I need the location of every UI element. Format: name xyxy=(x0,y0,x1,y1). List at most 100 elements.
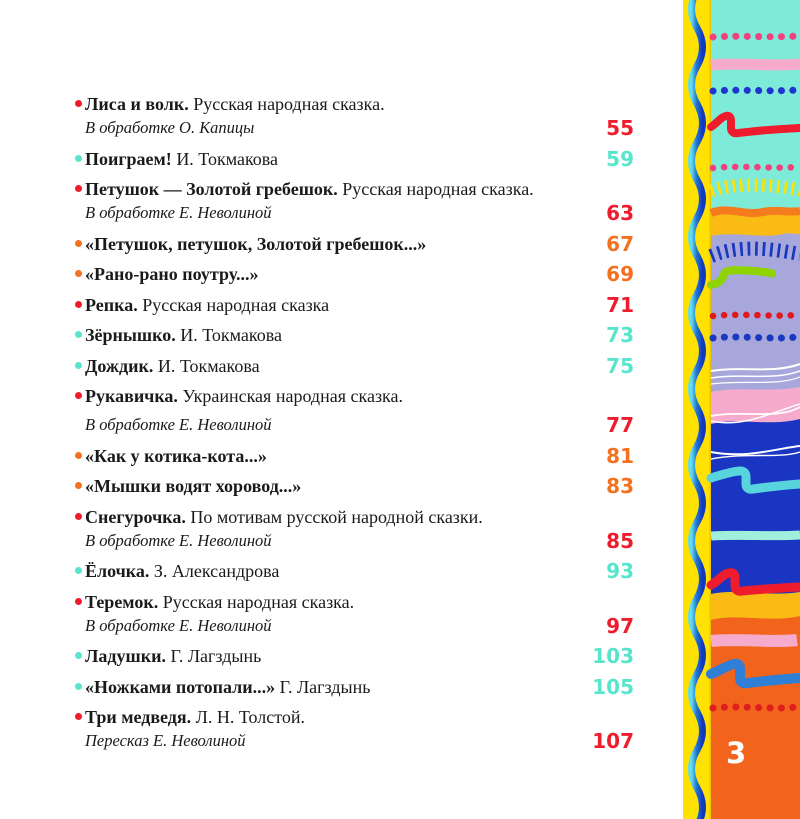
bullet-icon xyxy=(75,597,82,605)
entry-title: Петушок — Золотой гребешок. Русская наро… xyxy=(85,177,576,201)
entry-title-bold: «Петушок, петушок, Золотой гребешок...» xyxy=(85,233,427,254)
entry-title-bold: «Мышки водят хоровод...» xyxy=(85,476,302,496)
entry-subtitle: Пересказ Е. Неволиной xyxy=(85,731,246,750)
wave-ribbon-icon xyxy=(688,0,706,819)
entry-title: «Рано-рано поутру...» xyxy=(85,262,576,286)
entry-title: Лиса и волк. Русская народная сказка. xyxy=(85,92,576,116)
entry-title-bold: Поиграем! xyxy=(85,148,172,169)
bullet-icon xyxy=(75,652,82,659)
bullet-icon xyxy=(75,300,82,308)
entry-annotation: И. Токмакова xyxy=(171,148,279,169)
entry-text: «Петушок, петушок, Золотой гребешок...» xyxy=(85,232,576,256)
entry-page-number: 73 xyxy=(606,323,634,347)
toc-entry: Рукавичка. Украинская народная сказка. В… xyxy=(68,384,634,437)
entry-page-number: 71 xyxy=(606,292,634,317)
entry-subtitle: В обработке Е. Неволиной xyxy=(85,203,272,222)
toc-list: Лиса и волк. Русская народная сказка. В … xyxy=(68,92,634,753)
entry-text: Петушок — Золотой гребешок. Русская наро… xyxy=(85,177,576,225)
entry-title-bold: Петушок — Золотой гребешок. xyxy=(85,179,338,199)
entry-title-bold: Зёрнышко. xyxy=(85,325,176,345)
entry-title: Дождик. И. Токмакова xyxy=(85,354,576,378)
entry-text: Зёрнышко. И. Токмакова xyxy=(85,323,576,347)
entry-page-number: 81 xyxy=(606,443,634,468)
entry-page-number: 83 xyxy=(606,474,634,498)
bullet-icon xyxy=(75,331,82,338)
strip-decor-middle xyxy=(706,241,800,596)
entry-annotation: Г. Лагздынь xyxy=(275,676,371,697)
entry-page-number: 67 xyxy=(606,231,634,256)
entry-annotation: Русская народная сказка. xyxy=(337,179,534,199)
entry-text: Ёлочка. З. Александрова xyxy=(85,559,576,583)
entry-title-bold: Дождик. xyxy=(85,355,154,376)
bullet-icon xyxy=(75,512,82,520)
bullet-icon xyxy=(75,239,82,247)
entry-text: Теремок. Русская народная сказка. В обра… xyxy=(85,590,576,638)
entry-title-bold: «Ножками потопали...» xyxy=(85,676,276,697)
strip-bands xyxy=(709,0,800,819)
entry-title: Рукавичка. Украинская народная сказка. xyxy=(85,384,576,408)
entry-title-bold: Ладушки. xyxy=(85,646,166,666)
entry-title-bold: Три медведя. xyxy=(85,707,192,727)
entry-annotation: Украинская народная сказка. xyxy=(177,386,404,406)
entry-annotation: З. Александрова xyxy=(149,561,280,581)
entry-title-bold: Рукавичка. xyxy=(85,386,178,406)
toc-entry: «Рано-рано поутру...» 69 xyxy=(68,262,634,286)
toc-entry: Три медведя. Л. Н. Толстой. Пересказ Е. … xyxy=(68,705,634,753)
toc-entry: Репка. Русская народная сказка 71 xyxy=(68,293,634,317)
entry-title-bold: «Рано-рано поутру...» xyxy=(85,264,259,284)
entry-title: Снегурочка. По мотивам русской народной … xyxy=(85,505,576,529)
bullet-icon xyxy=(75,713,82,720)
entry-page-number: 93 xyxy=(606,559,634,583)
toc-entry: Лиса и волк. Русская народная сказка. В … xyxy=(68,92,634,140)
bullet-icon xyxy=(75,482,82,489)
bullet-icon xyxy=(75,451,82,459)
entry-page-number: 59 xyxy=(606,146,634,171)
bullet-icon xyxy=(75,270,82,277)
strip-yellow-band xyxy=(683,0,712,819)
bullet-icon xyxy=(75,100,82,107)
entry-title: Ладушки. Г. Лагздынь xyxy=(85,644,576,668)
entry-annotation: По мотивам русской народной сказки. xyxy=(185,506,483,527)
toc-entry: Дождик. И. Токмакова 75 xyxy=(68,354,634,378)
toc-entry: Теремок. Русская народная сказка. В обра… xyxy=(68,590,634,638)
toc-entry: «Ножками потопали...» Г. Лагздынь 105 xyxy=(68,675,634,699)
entry-title-bold: Теремок. xyxy=(85,591,159,612)
entry-title-bold: Снегурочка. xyxy=(85,506,186,527)
entry-title-bold: «Как у котика-кота...» xyxy=(85,445,267,466)
entry-page-number: 107 xyxy=(592,729,634,753)
entry-subtitle: В обработке Е. Неволиной xyxy=(85,615,272,635)
entry-annotation: Л. Н. Толстой. xyxy=(191,707,305,727)
entry-title: «Петушок, петушок, Золотой гребешок...» xyxy=(85,232,576,256)
entry-text: «Ножками потопали...» Г. Лагздынь xyxy=(85,675,576,699)
entry-page-number: 85 xyxy=(606,528,634,553)
strip-decor-bottom xyxy=(706,634,800,712)
decorative-side-strip: 3 xyxy=(683,0,800,819)
entry-page-number: 69 xyxy=(606,262,634,286)
entry-title: Репка. Русская народная сказка xyxy=(85,293,576,317)
entry-page-number: 77 xyxy=(606,413,634,437)
entry-title-bold: Ёлочка. xyxy=(85,561,150,581)
strip-decor-top xyxy=(707,32,800,198)
page-number: 3 xyxy=(726,736,747,770)
entry-page-number: 97 xyxy=(606,613,634,638)
entry-text: «Рано-рано поутру...» xyxy=(85,262,576,286)
bullet-icon xyxy=(75,154,82,162)
bullet-icon xyxy=(75,361,82,369)
bullet-icon xyxy=(75,567,82,574)
toc-entry: «Как у котика-кота...» 81 xyxy=(68,444,634,468)
entry-title: «Как у котика-кота...» xyxy=(85,444,576,468)
entry-title-bold: Лиса и волк. xyxy=(85,94,189,114)
bullet-icon xyxy=(75,682,82,690)
entry-annotation: И. Токмакова xyxy=(175,325,282,345)
entry-annotation: Русская народная сказка xyxy=(137,294,330,315)
entry-annotation: Г. Лагздынь xyxy=(165,646,262,666)
entry-title: Зёрнышко. И. Токмакова xyxy=(85,323,576,347)
entry-text: Репка. Русская народная сказка xyxy=(85,293,576,317)
entry-text: Снегурочка. По мотивам русской народной … xyxy=(85,505,576,553)
entry-title-bold: Репка. xyxy=(85,294,138,315)
entry-text: «Как у котика-кота...» xyxy=(85,444,576,468)
entry-text: Поиграем! И. Токмакова xyxy=(85,147,576,171)
entry-text: Ладушки. Г. Лагздынь xyxy=(85,644,576,668)
entry-annotation: Русская народная сказка. xyxy=(188,94,385,114)
